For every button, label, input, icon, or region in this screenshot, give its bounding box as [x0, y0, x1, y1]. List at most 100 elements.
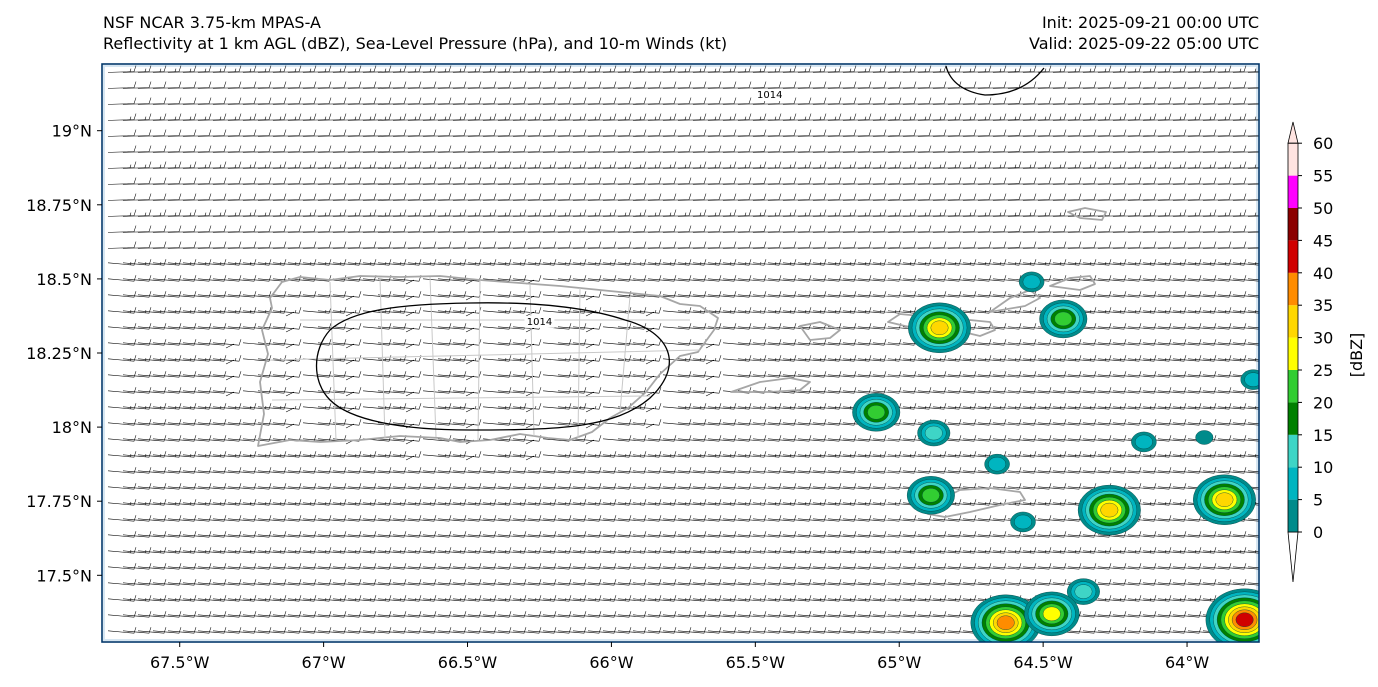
colorbar-swatches [1287, 121, 1299, 583]
vieques-coast [730, 377, 811, 393]
lat-tick-label: 17.75°N [26, 492, 92, 511]
lon-tick-label: 66.5°W [438, 653, 498, 672]
reflectivity-cell [1077, 484, 1141, 536]
colorbar-tick-label: 35 [1313, 296, 1333, 315]
tortola-coast [989, 289, 1041, 313]
lat-tick-label: 18.25°N [26, 344, 92, 363]
reflectivity-contour [1100, 502, 1119, 518]
culebra-coast [799, 321, 841, 341]
colorbar-swatch [1288, 370, 1298, 403]
colorbar-tick-label: 5 [1313, 491, 1323, 510]
reflectivity-cell [970, 594, 1041, 642]
colorbar-swatch [1288, 499, 1298, 532]
colorbar-extend-max [1287, 121, 1299, 144]
lon-tick-label: 65°W [877, 653, 921, 672]
reflectivity-cell [1205, 588, 1259, 642]
lat-tick-label: 18°N [52, 418, 92, 437]
isobar-1014-north [945, 65, 1045, 96]
colorbar-swatch [1288, 402, 1298, 435]
isobars [315, 65, 1045, 431]
lon-tick-label: 64°W [1165, 653, 1209, 672]
reflectivity-cell [906, 476, 955, 515]
lon-tick-label: 65.5°W [726, 653, 786, 672]
colorbar-tick-label: 10 [1313, 458, 1333, 477]
lat-tick-label: 18.75°N [26, 196, 92, 215]
reflectivity-cell [1018, 271, 1045, 293]
isobar-labels: 1014 1014 [524, 89, 785, 328]
colorbar-tick-label: 60 [1313, 134, 1333, 153]
reflectivity-cell [1024, 591, 1080, 637]
lat-tick-label: 18.5°N [36, 270, 92, 289]
colorbar-tick-label: 25 [1313, 361, 1333, 380]
reflectivity-contour [1244, 372, 1259, 387]
valid-time: Valid: 2025-09-22 05:00 UTC [1028, 34, 1259, 53]
reflectivity-contour [1134, 434, 1153, 450]
colorbar-swatch [1288, 337, 1298, 370]
colorbar-swatch [1288, 143, 1298, 176]
reflectivity-contour [1074, 584, 1093, 599]
isobar-label-bg [754, 89, 785, 102]
colorbar-swatch [1288, 272, 1298, 306]
isobar-1014-puerto-rico [315, 302, 670, 431]
colorbar-tick-label: 55 [1313, 167, 1333, 186]
reflectivity-contour [1195, 430, 1214, 445]
colorbar-tick-label: 20 [1313, 393, 1333, 412]
colorbar-tick-label: 40 [1313, 264, 1333, 283]
lon-tick-label: 67°W [302, 653, 346, 672]
reflectivity-contour [921, 488, 940, 503]
map-sea-edge [101, 63, 1260, 643]
reflectivity-contour [1054, 311, 1073, 327]
colorbar-tick-label: 0 [1313, 523, 1323, 542]
lon-tick-label: 67.5°W [150, 653, 210, 672]
colorbar-swatch [1288, 175, 1298, 208]
coastlines [257, 207, 1107, 518]
reflectivity-contour [924, 425, 943, 441]
reflectivity-cell [852, 393, 901, 432]
isobar-label: 1014 [527, 317, 552, 328]
colorbar-tick-label: 45 [1313, 231, 1333, 250]
reflectivity-cell [1195, 430, 1214, 445]
colorbar-tick-label: 15 [1313, 426, 1333, 445]
puerto-rico-municipal-lines [269, 276, 701, 441]
title-right: Init: 2025-09-21 00:00 UTC Valid: 2025-0… [1029, 12, 1259, 54]
lon-tick-label: 64.5°W [1013, 653, 1073, 672]
reflectivity-contour [1022, 274, 1041, 290]
reflectivity-contour [1042, 606, 1061, 622]
init-time: Init: 2025-09-21 00:00 UTC [1041, 13, 1259, 32]
latitude-axis: 19°N 18.75°N 18.5°N 18.25°N 18°N 17.75°N 17.5°… [26, 122, 102, 585]
reflectivity-contour [1014, 514, 1032, 530]
reflectivity-contour [1235, 612, 1254, 627]
isobar-label: 1014 [757, 90, 782, 101]
reflectivity-cell [917, 419, 951, 447]
colorbar-swatch [1288, 305, 1298, 338]
colorbar-tick-label: 50 [1313, 199, 1333, 218]
reflectivity-cell [1066, 578, 1100, 605]
lat-tick-label: 17.5°N [36, 566, 92, 585]
reflectivity-cell [1039, 299, 1088, 339]
colorbar-unit-label: [dBZ] [1347, 333, 1366, 378]
reflectivity-cell [908, 302, 971, 354]
reflectivity-contour [988, 456, 1007, 472]
reflectivity-contour [1215, 492, 1234, 507]
colorbar-ticks: 0 5 10 15 20 25 30 35 40 45 50 55 60 [1298, 134, 1333, 542]
colorbar-swatch [1288, 467, 1298, 500]
reflectivity-cell [1193, 474, 1256, 525]
field-description: Reflectivity at 1 km AGL (dBZ), Sea-Leve… [103, 34, 728, 53]
lon-tick-label: 66°W [589, 653, 633, 672]
reflectivity-cell [1240, 369, 1259, 390]
reflectivity-cell [1010, 511, 1036, 533]
colorbar-tick-label: 30 [1313, 329, 1333, 348]
reflectivity-contour [996, 615, 1015, 630]
colorbar-swatch [1288, 208, 1298, 241]
longitude-axis: 67.5°W 67°W 66.5°W 66°W 65.5°W 65°W 64.5°W 64°W [150, 642, 1209, 672]
map-panel[interactable]: 1014 1014 [101, 63, 1283, 651]
model-name: NSF NCAR 3.75-km MPAS-A [103, 13, 321, 32]
map-background [102, 64, 1259, 642]
colorbar-swatch [1288, 434, 1298, 468]
reflectivity-contour [867, 405, 886, 420]
puerto-rico-coast [257, 275, 719, 447]
title-left: NSF NCAR 3.75-km MPAS-A Reflectivity at … [103, 12, 727, 54]
colorbar: 0 5 10 15 20 25 30 35 40 45 50 55 60 [dBZ] [1287, 121, 1366, 583]
colorbar-extend-min [1287, 531, 1299, 583]
